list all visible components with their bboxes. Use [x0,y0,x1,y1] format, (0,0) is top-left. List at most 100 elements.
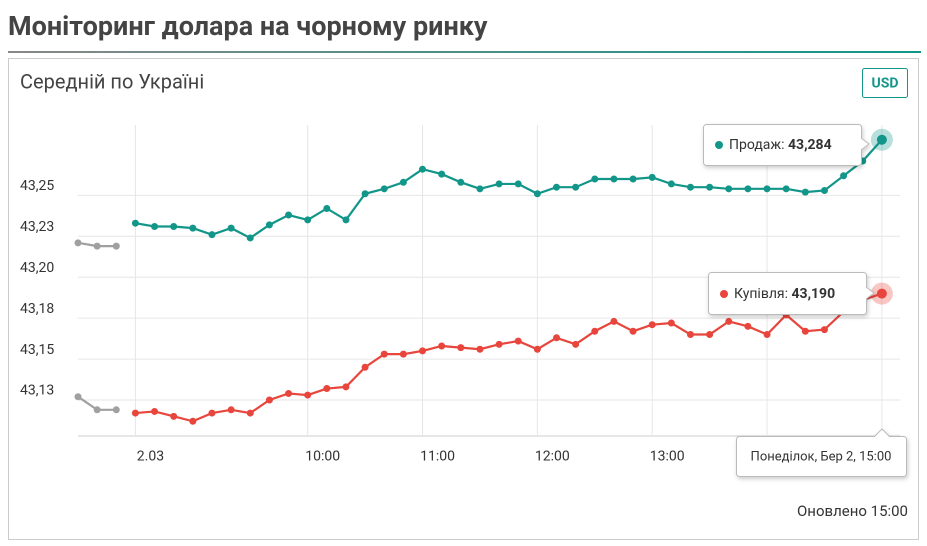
point [131,409,139,417]
tooltip-pointer [873,428,891,438]
tooltip-pointer [865,286,875,300]
point [361,363,369,371]
currency-button-label[interactable]: USD [872,76,899,92]
x-tick-label: 12:00 [535,449,570,465]
point [744,185,752,193]
point [840,172,848,180]
point [553,183,560,191]
point [667,319,675,327]
point [533,190,541,198]
tooltip-dot [720,290,728,298]
point [399,178,407,186]
point [610,175,618,183]
point [725,317,733,325]
currency-button[interactable] [862,68,908,98]
tooltip-text: Продаж: 43,284 [729,137,832,153]
point [457,178,465,186]
tooltip-text: Купівля: 43,190 [734,286,835,302]
point [801,327,809,335]
point [208,231,216,239]
y-tick-label: 43,20 [20,260,54,276]
point [93,406,101,414]
card-subtitle: Середній по Україні [20,69,204,93]
point [876,134,887,145]
y-tick-label: 43,18 [20,301,54,317]
point [820,326,828,334]
date-tooltip-box [736,436,907,477]
point [725,185,733,193]
point [246,409,254,417]
point [93,242,101,250]
point [648,321,656,329]
y-tick-label: 43,13 [20,383,54,399]
date-tooltip-text: Понеділок, Бер 2, 15:00 [751,449,892,464]
point [876,288,887,299]
point [476,345,484,353]
series-line [135,138,883,240]
point [361,190,369,198]
y-tick-label: 43,15 [20,342,54,358]
y-tick-label: 43,23 [20,219,54,235]
point [112,406,120,414]
point [419,347,427,355]
tooltip-label: Продаж: [729,137,785,153]
point [246,234,254,242]
point [801,188,809,196]
point [227,224,235,232]
point [495,180,503,188]
point [304,391,312,399]
x-tick-label: 11:00 [420,449,455,465]
title-rule [8,51,921,53]
point [438,170,446,178]
point [170,412,178,420]
point [151,407,159,415]
point [208,409,216,417]
y-tick-label: 43,25 [20,178,54,194]
tooltip-dot [715,141,723,149]
point [706,331,714,339]
point [457,344,465,352]
point [591,327,599,335]
point [74,393,82,401]
point [438,342,446,350]
point [74,239,82,247]
point [629,175,637,183]
point [304,216,312,224]
point [170,222,178,230]
point [380,185,388,193]
point [553,334,560,342]
point [686,183,694,191]
point [265,221,273,229]
point [629,327,637,335]
point [744,322,752,330]
point [131,219,139,227]
tooltip-value: 43,190 [792,286,836,302]
point [686,331,694,339]
point [342,383,350,391]
point [572,183,580,191]
point [227,406,235,414]
point [820,186,828,194]
page-title: Моніторинг долара на чорному ринку [8,10,488,42]
point [782,185,790,193]
tooltip-label: Купівля: [734,286,788,302]
x-tick-label: 13:00 [650,449,685,465]
point [591,175,599,183]
point [514,337,522,345]
x-tick-label: 10:00 [305,449,340,465]
point [610,317,618,325]
point [285,389,293,397]
point [763,185,771,193]
point [667,180,675,188]
point [533,345,541,353]
point [399,350,407,358]
tooltip-pointer [860,137,870,151]
point [323,385,331,393]
point [514,180,522,188]
point [706,183,714,191]
point [265,396,273,404]
tooltip-value: 43,284 [788,137,832,153]
point [763,331,771,339]
